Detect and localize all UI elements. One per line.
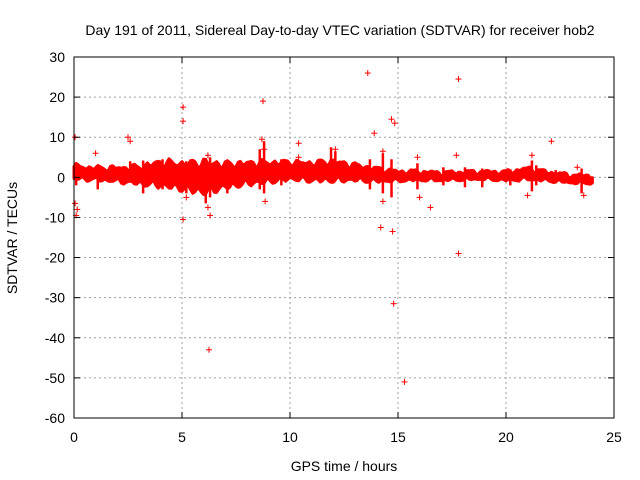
outlier-point	[72, 200, 79, 207]
outlier-point	[401, 378, 408, 385]
outlier-point	[295, 140, 302, 147]
x-tick-label: 15	[390, 429, 406, 445]
outlier-point	[180, 216, 187, 223]
outlier-point	[416, 194, 423, 201]
outlier-point	[391, 120, 398, 127]
x-tick-label: 10	[282, 429, 298, 445]
outlier-point	[455, 76, 462, 83]
outlier-point	[204, 204, 211, 211]
y-tick-label: 10	[49, 129, 65, 145]
outlier-point	[74, 206, 81, 213]
outlier-point	[260, 98, 266, 105]
outlier-point	[388, 116, 395, 123]
outlier-point	[207, 212, 214, 219]
outlier-point	[379, 198, 386, 205]
outlier-point	[332, 146, 339, 153]
data-band-shape	[72, 157, 594, 196]
outlier-point	[453, 152, 460, 159]
outlier-point	[377, 224, 384, 231]
outlier-point	[180, 118, 187, 125]
x-tick-label: 25	[606, 429, 622, 445]
y-tick-label: 30	[49, 49, 65, 65]
grid	[74, 57, 614, 418]
outlier-point	[455, 250, 462, 257]
y-axis-label: SDTVAR / TECUs	[4, 182, 20, 294]
data-band	[72, 141, 594, 204]
outlier-point	[183, 194, 190, 201]
x-tick-label: 5	[178, 429, 186, 445]
outlier-point	[414, 154, 421, 161]
outlier-point	[261, 146, 268, 153]
outlier-point	[295, 154, 302, 161]
y-tick-label: -50	[45, 370, 65, 386]
y-tick-label: 0	[57, 169, 65, 185]
y-tick-label: -60	[45, 410, 65, 426]
outlier-point	[371, 130, 378, 137]
outlier-point	[379, 148, 386, 155]
y-tick-label: 20	[49, 89, 65, 105]
x-tick-label: 0	[70, 429, 78, 445]
x-tick-label: 20	[498, 429, 514, 445]
outlier-point	[206, 346, 212, 353]
outlier-point	[204, 152, 211, 159]
outlier-point	[262, 198, 269, 205]
chart-title: Day 191 of 2011, Sidereal Day-to-day VTE…	[85, 22, 594, 38]
outlier-point	[364, 70, 371, 77]
outlier-point	[258, 136, 265, 143]
y-tick-label: -20	[45, 250, 65, 266]
outlier-point	[528, 152, 535, 159]
x-axis-label: GPS time / hours	[291, 458, 398, 474]
outlier-point	[125, 134, 131, 141]
y-tick-label: -30	[45, 290, 65, 306]
outlier-point	[580, 192, 587, 199]
outlier-point	[92, 150, 99, 157]
outlier-point	[524, 192, 531, 199]
outlier-point	[127, 138, 134, 145]
outlier-points	[72, 70, 587, 385]
outlier-point	[390, 300, 397, 307]
plot-frame	[73, 56, 615, 419]
outlier-point	[427, 204, 434, 211]
y-tick-label: -40	[45, 330, 65, 346]
y-tick-label: -10	[45, 209, 65, 225]
axes: -60 -50 -40 -30 -20 -10 0 10 20 30 0 5 10 15 20 25	[45, 49, 622, 445]
outlier-point	[180, 104, 187, 111]
outlier-point	[574, 164, 581, 171]
outlier-point	[548, 138, 555, 145]
outlier-point	[389, 228, 396, 235]
